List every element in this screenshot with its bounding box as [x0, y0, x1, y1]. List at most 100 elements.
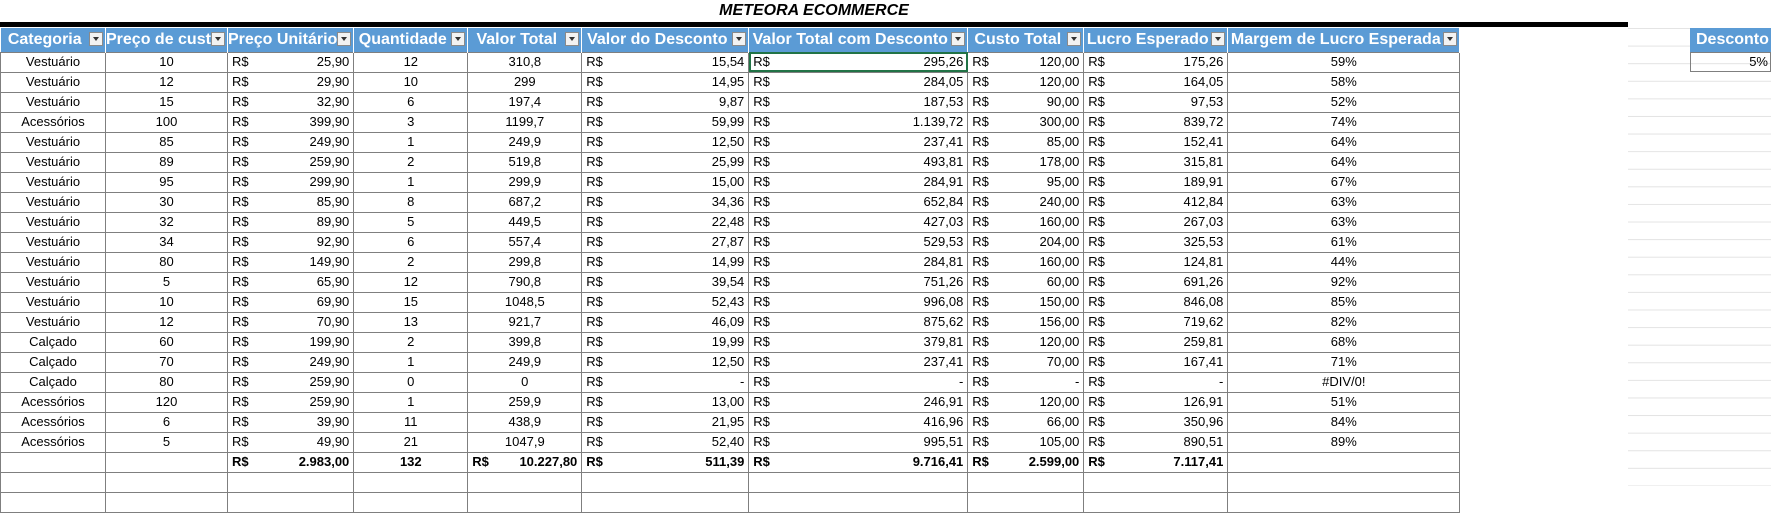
col-preco-custo-cell[interactable]: 60 — [105, 331, 228, 353]
col-margem-lucro-cell[interactable]: 82% — [1227, 311, 1461, 333]
col-quantidade-cell[interactable]: 15 — [353, 291, 469, 313]
currency-cell[interactable]: R$ 237,41 — [748, 131, 969, 153]
col-valor-desconto-header[interactable]: Valor do Desconto — [581, 28, 750, 52]
empty-cell[interactable] — [581, 491, 750, 513]
col-preco-custo-cell[interactable]: 100 — [105, 111, 228, 133]
currency-cell[interactable]: R$ 267,03 — [1083, 211, 1229, 233]
currency-cell[interactable]: R$ 156,00 — [967, 311, 1085, 333]
currency-cell[interactable]: R$ - — [581, 371, 750, 393]
currency-cell[interactable]: R$ 875,62 — [748, 311, 969, 333]
currency-cell[interactable]: R$ 10.227,80 — [467, 451, 583, 473]
col-margem-lucro-cell[interactable]: 85% — [1227, 291, 1461, 313]
currency-cell[interactable]: R$ 846,08 — [1083, 291, 1229, 313]
currency-cell[interactable]: R$ 416,96 — [748, 411, 969, 433]
col-preco-unitario-header[interactable]: Preço Unitário — [227, 28, 355, 52]
col-preco-custo-cell[interactable]: 15 — [105, 91, 228, 113]
col-quantidade-cell[interactable]: 12 — [353, 51, 469, 73]
col-valor-total-cell[interactable]: 259,9 — [467, 391, 583, 413]
col-categoria-cell[interactable]: Vestuário — [0, 231, 106, 253]
col-margem-lucro-cell[interactable]: 44% — [1227, 251, 1461, 273]
empty-cell[interactable] — [105, 491, 228, 513]
col-categoria-cell[interactable]: Calçado — [0, 371, 106, 393]
currency-cell[interactable]: R$ 719,62 — [1083, 311, 1229, 333]
currency-cell[interactable]: R$ 246,91 — [748, 391, 969, 413]
col-quantidade-cell[interactable]: 21 — [353, 431, 469, 453]
col-valor-total-cell[interactable]: 249,9 — [467, 131, 583, 153]
currency-cell[interactable]: R$ 14,95 — [581, 71, 750, 93]
currency-cell[interactable]: R$ 199,90 — [226, 331, 355, 353]
col-quantidade-cell[interactable]: 1 — [353, 171, 469, 193]
col-preco-custo-cell[interactable]: 120 — [105, 391, 228, 413]
col-quantidade-cell[interactable]: 13 — [353, 311, 469, 333]
col-categoria-cell[interactable]: Vestuário — [0, 191, 106, 213]
currency-cell[interactable]: R$ 164,05 — [1083, 71, 1229, 93]
col-categoria-cell[interactable]: Vestuário — [0, 71, 106, 93]
currency-cell[interactable]: R$ 32,90 — [226, 91, 355, 113]
currency-cell[interactable]: R$ 149,90 — [226, 251, 355, 273]
col-quantidade-cell[interactable]: 2 — [353, 151, 469, 173]
col-preco-custo-cell[interactable]: 5 — [105, 271, 228, 293]
currency-cell[interactable]: R$ 52,43 — [581, 291, 750, 313]
col-quantidade-cell[interactable]: 2 — [353, 331, 469, 353]
col-categoria-cell[interactable]: Vestuário — [0, 131, 106, 153]
currency-cell[interactable]: R$ 22,48 — [581, 211, 750, 233]
discount-value[interactable]: 5% — [1690, 52, 1771, 72]
empty-cell[interactable] — [0, 451, 106, 473]
col-quantidade-cell[interactable]: 10 — [353, 71, 469, 93]
currency-cell[interactable]: R$ 39,54 — [581, 271, 750, 293]
col-margem-lucro-cell[interactable]: 58% — [1227, 71, 1461, 93]
currency-cell[interactable]: R$ 19,99 — [581, 331, 750, 353]
currency-cell[interactable]: R$ 9.716,41 — [748, 451, 969, 473]
col-valor-total-cell[interactable]: 790,8 — [467, 271, 583, 293]
col-valor-total-cell[interactable]: 1199,7 — [467, 111, 583, 133]
empty-cell[interactable] — [105, 451, 228, 473]
col-valor-total-cell[interactable]: 310,8 — [467, 51, 583, 73]
empty-cell[interactable] — [353, 491, 469, 513]
filter-dropdown-icon[interactable] — [337, 32, 352, 46]
col-margem-lucro-cell[interactable]: 52% — [1227, 91, 1461, 113]
currency-cell[interactable]: R$ 49,90 — [226, 431, 355, 453]
col-valor-total-cell[interactable]: 687,2 — [467, 191, 583, 213]
filter-dropdown-icon[interactable] — [1211, 32, 1226, 46]
col-preco-custo-cell[interactable]: 80 — [105, 251, 228, 273]
col-preco-custo-cell[interactable]: 89 — [105, 151, 228, 173]
currency-cell[interactable]: R$ 379,81 — [748, 331, 969, 353]
empty-cell[interactable] — [467, 471, 583, 493]
col-quantidade-cell[interactable]: 5 — [353, 211, 469, 233]
col-margem-lucro-cell[interactable]: 67% — [1227, 171, 1461, 193]
col-margem-lucro-cell[interactable]: #DIV/0! — [1227, 371, 1461, 393]
col-quantidade-cell[interactable]: 1 — [353, 131, 469, 153]
filter-dropdown-icon[interactable] — [451, 32, 466, 46]
col-preco-custo-cell[interactable]: 80 — [105, 371, 228, 393]
col-quantidade-cell[interactable]: 8 — [353, 191, 469, 213]
col-margem-lucro-cell[interactable]: 51% — [1227, 391, 1461, 413]
col-valor-total-cell[interactable]: 249,9 — [467, 351, 583, 373]
col-valor-total-cell[interactable]: 0 — [467, 371, 583, 393]
currency-cell[interactable]: R$ 427,03 — [748, 211, 969, 233]
col-quantidade-cell[interactable]: 6 — [353, 91, 469, 113]
col-valor-total-header[interactable]: Valor Total — [467, 28, 583, 52]
col-quantidade-cell[interactable]: 3 — [353, 111, 469, 133]
currency-cell[interactable]: R$ 39,90 — [226, 411, 355, 433]
currency-cell[interactable]: R$ 691,26 — [1083, 271, 1229, 293]
currency-cell[interactable]: R$ 2.983,00 — [226, 451, 355, 473]
col-categoria-cell[interactable]: Vestuário — [0, 311, 106, 333]
col-preco-custo-cell[interactable]: 10 — [105, 291, 228, 313]
currency-cell[interactable]: R$ 69,90 — [226, 291, 355, 313]
currency-cell[interactable]: R$ 7.117,41 — [1083, 451, 1229, 473]
empty-cell[interactable] — [1227, 491, 1461, 513]
empty-cell[interactable] — [748, 471, 969, 493]
filter-dropdown-icon[interactable] — [732, 32, 747, 46]
empty-cell[interactable] — [226, 471, 355, 493]
currency-cell[interactable]: R$ 995,51 — [748, 431, 969, 453]
col-margem-lucro-cell[interactable]: 64% — [1227, 131, 1461, 153]
currency-cell[interactable]: R$ 65,90 — [226, 271, 355, 293]
currency-cell[interactable]: R$ 325,53 — [1083, 231, 1229, 253]
empty-cell[interactable] — [0, 471, 106, 493]
col-categoria-cell[interactable]: Acessórios — [0, 431, 106, 453]
currency-cell[interactable]: R$ 12,50 — [581, 131, 750, 153]
currency-cell[interactable]: R$ 167,41 — [1083, 351, 1229, 373]
col-margem-lucro-cell[interactable]: 84% — [1227, 411, 1461, 433]
currency-cell[interactable]: R$ 25,99 — [581, 151, 750, 173]
currency-cell[interactable]: R$ 751,26 — [748, 271, 969, 293]
